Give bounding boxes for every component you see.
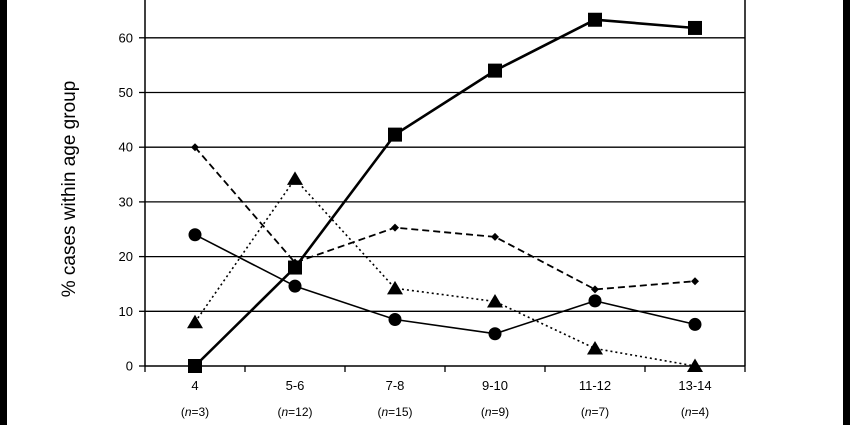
x-tick-n-label-2: (n=15) [377, 405, 412, 419]
x-tick-n-label-3: (n=9) [481, 405, 509, 419]
point-triangle-3 [487, 293, 503, 308]
x-tick-label-2: 7-8 [386, 378, 405, 393]
point-diamond-0 [191, 143, 199, 152]
y-tick-label-20: 20 [119, 249, 133, 264]
x-tick-label-1: 5-6 [286, 378, 305, 393]
x-tick-label-4: 11-12 [579, 378, 611, 393]
y-axis-label: % cases within age group [59, 81, 80, 298]
point-square-3 [488, 63, 502, 78]
point-diamond-1 [291, 258, 299, 267]
series-line-circle [194, 233, 696, 335]
frame-edge-left [0, 0, 7, 425]
x-tick-label-0: 4 [191, 378, 198, 393]
point-circle-0 [188, 228, 202, 242]
point-diamond-5 [691, 277, 699, 286]
y-tick-label-0: 0 [126, 359, 133, 374]
y-tick-label-40: 40 [119, 140, 133, 155]
point-diamond-4 [591, 285, 599, 294]
series-line-triangle [194, 178, 696, 367]
point-circle-3 [488, 327, 502, 341]
point-diamond-2 [391, 223, 399, 232]
series-layer [187, 12, 703, 373]
y-tick-label-60: 60 [119, 30, 133, 45]
x-tick-label-5: 13-14 [678, 378, 711, 393]
grid-layer [145, 37, 745, 312]
point-square-5 [688, 20, 702, 35]
x-tick-label-3: 9-10 [482, 378, 508, 393]
series-line-square [194, 18, 696, 367]
x-tick-n-label-4: (n=7) [581, 405, 609, 419]
series-line-diamond [194, 146, 696, 291]
x-tick-n-label-1: (n=12) [277, 405, 312, 419]
x-tick-n-label-0: (n=3) [181, 405, 209, 419]
point-square-4 [588, 12, 602, 27]
frame-edge-right [843, 0, 850, 425]
point-square-2 [388, 127, 402, 142]
point-circle-2 [388, 313, 402, 327]
point-square-1 [288, 260, 302, 275]
point-diamond-3 [491, 232, 499, 241]
y-tick-label-10: 10 [119, 304, 133, 319]
point-circle-4 [588, 294, 602, 308]
point-circle-5 [688, 317, 702, 331]
axis-layer: 0 10 20 30 40 50 60 4 (n=3) 5-6 (n=12) 7-8 (n=15) 9-1… [119, 0, 746, 419]
point-circle-1 [288, 279, 302, 293]
point-triangle-4 [587, 340, 603, 355]
point-triangle-1 [287, 171, 303, 185]
y-tick-label-30: 30 [119, 194, 133, 209]
x-tick-n-label-5: (n=4) [681, 405, 709, 419]
point-triangle-2 [387, 280, 403, 295]
point-triangle-0 [187, 314, 203, 329]
y-tick-label-50: 50 [119, 85, 133, 100]
